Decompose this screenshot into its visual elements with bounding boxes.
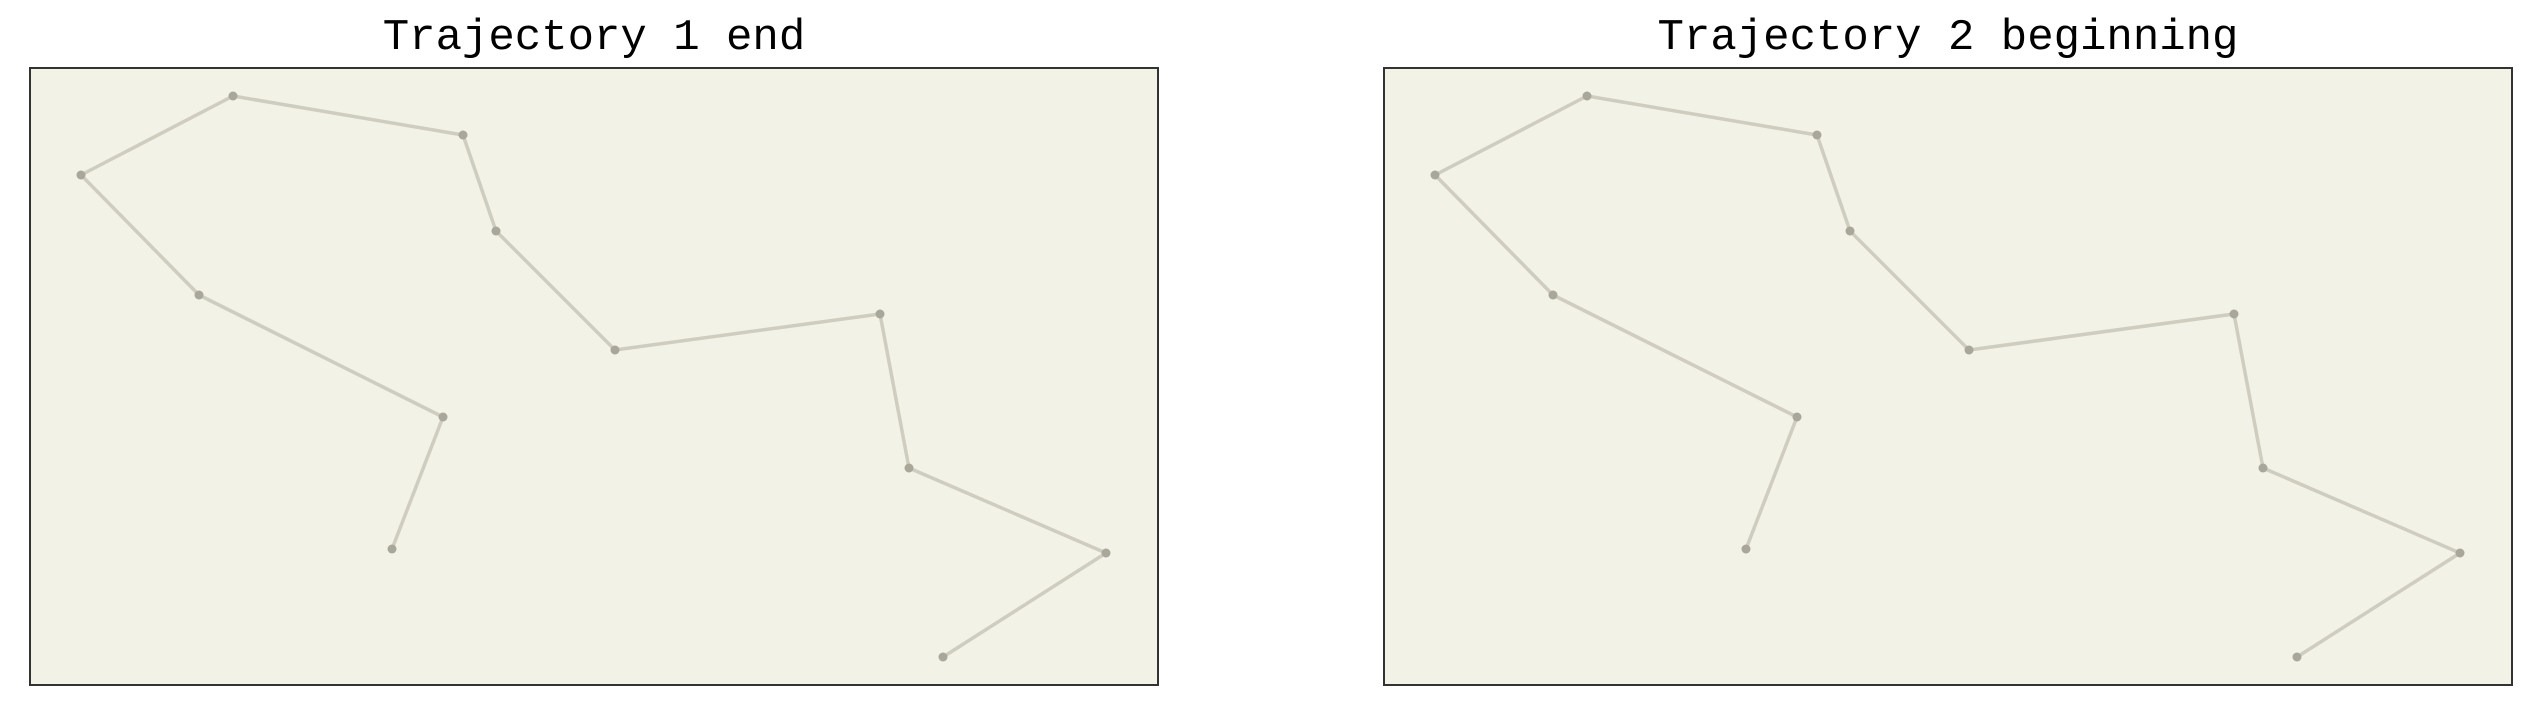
- panel-frame: [29, 67, 1159, 686]
- panel-frame: [1383, 67, 2513, 686]
- trajectory-point: [1845, 226, 1855, 236]
- trajectory-point: [1792, 412, 1802, 422]
- trajectory-segment: [941, 551, 1108, 659]
- trajectory-point: [2229, 309, 2239, 319]
- trajectory-segment: [2295, 551, 2462, 659]
- trajectory-segment: [878, 312, 911, 470]
- trajectory-point: [76, 170, 86, 180]
- trajectory-point: [2455, 548, 2465, 558]
- trajectory-segment: [494, 229, 617, 352]
- trajectory-point: [938, 652, 948, 662]
- trajectory-segment: [1433, 94, 1589, 177]
- trajectory-segment: [1815, 133, 1852, 233]
- trajectory-point: [228, 91, 238, 101]
- trajectory-point: [194, 290, 204, 300]
- trajectory-segment: [231, 94, 465, 137]
- trajectory-point: [387, 544, 397, 554]
- trajectory-point: [610, 345, 620, 355]
- trajectory-segment: [1967, 312, 2236, 352]
- trajectory-segment: [461, 133, 498, 233]
- trajectory-point: [904, 463, 914, 473]
- trajectory-segment: [390, 415, 445, 551]
- trajectory-point: [2258, 463, 2268, 473]
- trajectory-point: [1964, 345, 1974, 355]
- trajectory-segment: [197, 293, 445, 419]
- trajectory-segment: [1744, 415, 1799, 551]
- trajectory-segment: [2232, 312, 2265, 470]
- trajectory-point: [491, 226, 501, 236]
- trajectory-point: [875, 309, 885, 319]
- trajectory-point: [1582, 91, 1592, 101]
- trajectory-segment: [613, 312, 882, 352]
- trajectory-point: [458, 130, 468, 140]
- trajectory-segment: [1433, 173, 1555, 297]
- trajectory-segment: [1848, 229, 1971, 352]
- trajectory-point: [438, 412, 448, 422]
- panel-title-trajectory-1: Trajectory 1 end: [382, 13, 806, 63]
- panel-trajectory-1: [29, 67, 1159, 686]
- trajectory-point: [2292, 652, 2302, 662]
- trajectory-point: [1430, 170, 1440, 180]
- panel-title-trajectory-2: Trajectory 2 beginning: [1657, 13, 2239, 63]
- trajectory-segment: [2261, 466, 2462, 555]
- panel-trajectory-2: [1383, 67, 2513, 686]
- trajectory-point: [1812, 130, 1822, 140]
- trajectory-segment: [79, 173, 201, 297]
- trajectory-point: [1101, 548, 1111, 558]
- trajectory-segment: [1551, 293, 1799, 419]
- trajectory-segment: [79, 94, 235, 177]
- trajectory-segment: [907, 466, 1108, 555]
- trajectory-segment: [1585, 94, 1819, 137]
- trajectory-point: [1741, 544, 1751, 554]
- trajectory-point: [1548, 290, 1558, 300]
